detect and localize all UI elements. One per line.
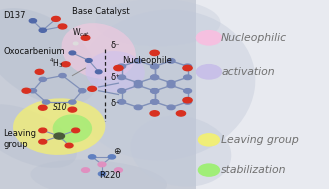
Circle shape <box>29 19 37 23</box>
Text: Oxocarbenium: Oxocarbenium <box>3 46 65 56</box>
Circle shape <box>82 168 89 172</box>
Ellipse shape <box>62 23 136 79</box>
Circle shape <box>118 64 126 69</box>
Bar <box>0 0 196 189</box>
Text: δ⁻: δ⁻ <box>110 41 120 50</box>
Circle shape <box>39 139 47 144</box>
Circle shape <box>151 64 159 69</box>
Circle shape <box>52 16 60 21</box>
Text: δ⁺: δ⁺ <box>110 73 120 82</box>
Circle shape <box>196 65 221 79</box>
Circle shape <box>68 107 77 112</box>
Text: stabilization: stabilization <box>221 165 287 175</box>
Circle shape <box>183 65 192 71</box>
Circle shape <box>114 65 123 71</box>
Ellipse shape <box>74 10 255 160</box>
Circle shape <box>38 105 47 110</box>
Circle shape <box>22 88 31 93</box>
Circle shape <box>73 42 78 45</box>
Circle shape <box>95 70 102 74</box>
Circle shape <box>108 155 115 159</box>
Circle shape <box>118 89 126 93</box>
Ellipse shape <box>131 116 231 187</box>
Circle shape <box>183 98 192 103</box>
Circle shape <box>69 100 76 104</box>
Circle shape <box>151 89 159 93</box>
Circle shape <box>98 172 106 176</box>
Circle shape <box>150 111 159 116</box>
Circle shape <box>167 59 175 63</box>
Circle shape <box>150 50 159 56</box>
Circle shape <box>39 28 46 32</box>
Circle shape <box>198 134 219 146</box>
Text: δ⁻: δ⁻ <box>110 99 120 108</box>
Circle shape <box>89 155 96 159</box>
Circle shape <box>184 100 191 104</box>
Circle shape <box>62 62 70 67</box>
Circle shape <box>65 143 73 148</box>
Ellipse shape <box>30 160 167 189</box>
Circle shape <box>167 105 175 110</box>
Circle shape <box>184 89 191 93</box>
Circle shape <box>151 89 159 93</box>
Circle shape <box>151 75 159 80</box>
Circle shape <box>39 77 46 81</box>
Circle shape <box>59 74 66 78</box>
Circle shape <box>167 81 175 85</box>
Circle shape <box>42 100 50 104</box>
Text: S10: S10 <box>53 103 67 112</box>
Circle shape <box>134 81 142 85</box>
Circle shape <box>39 128 47 133</box>
Circle shape <box>151 100 159 104</box>
Circle shape <box>86 59 92 62</box>
Text: Base Catalyst: Base Catalyst <box>72 7 130 16</box>
Circle shape <box>118 100 126 104</box>
Circle shape <box>167 83 175 88</box>
Circle shape <box>81 35 90 40</box>
Circle shape <box>69 51 76 55</box>
Circle shape <box>151 64 159 69</box>
Circle shape <box>54 133 64 139</box>
Text: activation: activation <box>221 67 275 77</box>
Circle shape <box>151 100 159 104</box>
Ellipse shape <box>13 98 105 155</box>
Text: Leaving group: Leaving group <box>221 135 299 145</box>
Circle shape <box>134 83 142 88</box>
Circle shape <box>184 64 191 69</box>
Text: D137: D137 <box>3 11 26 20</box>
Circle shape <box>184 75 191 80</box>
Text: R220: R220 <box>99 171 120 180</box>
Circle shape <box>88 86 96 91</box>
Circle shape <box>151 75 159 80</box>
Circle shape <box>134 105 142 110</box>
Text: Nucleophile: Nucleophile <box>122 56 172 65</box>
Ellipse shape <box>53 114 92 143</box>
Text: Nucleophilic: Nucleophilic <box>221 33 287 43</box>
Text: $^4$H$_3$: $^4$H$_3$ <box>49 56 64 70</box>
Ellipse shape <box>0 104 77 168</box>
Ellipse shape <box>0 8 98 105</box>
Circle shape <box>134 59 142 63</box>
Circle shape <box>114 168 122 172</box>
Ellipse shape <box>86 51 145 93</box>
Circle shape <box>118 75 126 80</box>
Bar <box>196 0 329 189</box>
Circle shape <box>58 24 67 29</box>
Circle shape <box>198 164 219 176</box>
Circle shape <box>35 69 44 74</box>
Circle shape <box>98 162 106 167</box>
Circle shape <box>176 111 186 116</box>
Circle shape <box>196 31 221 45</box>
Circle shape <box>72 128 80 133</box>
Circle shape <box>29 89 37 93</box>
Ellipse shape <box>95 0 220 46</box>
Circle shape <box>79 89 86 93</box>
Text: W$_{cat}$: W$_{cat}$ <box>72 27 90 40</box>
Text: ⊕: ⊕ <box>113 147 120 156</box>
Text: Leaving
group: Leaving group <box>3 129 36 149</box>
